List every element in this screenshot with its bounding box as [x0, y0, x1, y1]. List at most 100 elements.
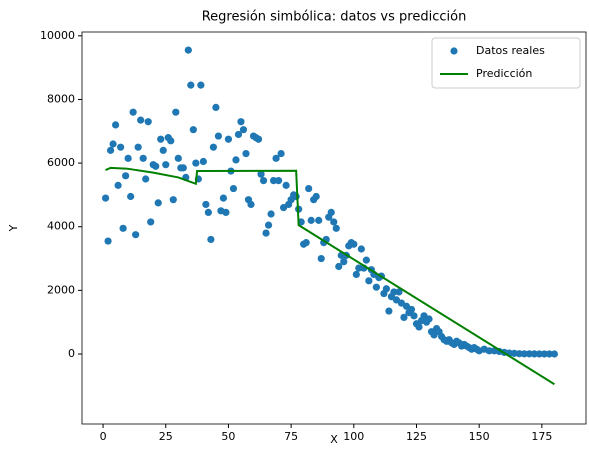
scatter-point	[232, 156, 240, 164]
scatter-point	[204, 208, 212, 217]
scatter-point	[199, 157, 207, 166]
scatter-point	[127, 192, 135, 201]
legend-box	[431, 37, 581, 89]
scatter-point	[395, 288, 403, 296]
scatter-point	[407, 305, 416, 314]
scatter-point	[106, 146, 115, 154]
scatter-point	[292, 192, 300, 201]
scatter-point	[122, 172, 130, 180]
scatter-point	[237, 118, 245, 126]
x-tick-label: 125	[406, 430, 427, 443]
scatter-point	[154, 199, 162, 207]
scatter-point	[207, 235, 215, 244]
scatter-point	[362, 256, 370, 264]
scatter-point	[259, 176, 268, 185]
scatter-point	[305, 184, 313, 193]
scatter-point	[197, 81, 205, 89]
scatter-point	[152, 162, 160, 170]
scatter-point	[169, 196, 177, 204]
scatter-point	[355, 264, 363, 272]
chart-title: Regresión simbólica: datos vs predicción	[202, 10, 467, 25]
x-tick-label: 75	[284, 430, 298, 443]
scatter-point	[372, 283, 380, 291]
scatter-point	[485, 347, 493, 355]
scatter-point	[157, 135, 165, 143]
scatter-point	[272, 154, 280, 162]
plot-frame	[81, 31, 587, 425]
scatter-point	[124, 154, 132, 162]
scatter-point	[147, 218, 155, 226]
x-tick-label: 100	[343, 430, 364, 443]
scatter-point	[535, 350, 543, 358]
y-tick-label: 0	[68, 347, 75, 360]
y-axis-label: Y	[7, 224, 20, 232]
scatter-point	[212, 103, 220, 112]
scatter-point	[174, 154, 182, 162]
scatter-point	[179, 164, 187, 172]
scatter-point	[350, 240, 358, 248]
scatter-point	[302, 239, 310, 247]
scatter-point	[277, 149, 285, 158]
y-tick-label: 8000	[47, 92, 75, 105]
scatter-point	[229, 184, 238, 193]
scatter-point	[132, 231, 140, 239]
scatter-point	[315, 216, 323, 224]
x-tick-label: 175	[531, 430, 552, 443]
scatter-series	[101, 46, 559, 358]
x-axis-label: X	[330, 433, 338, 446]
scatter-point	[550, 350, 559, 358]
scatter-point	[365, 277, 373, 285]
scatter-point	[515, 350, 523, 358]
scatter-point	[219, 194, 228, 202]
scatter-point	[267, 210, 275, 218]
y-tick-label: 6000	[47, 156, 75, 169]
scatter-point	[340, 258, 348, 266]
scatter-point	[134, 143, 142, 151]
y-tick-label: 4000	[47, 220, 75, 233]
scatter-point	[119, 224, 127, 232]
scatter-point	[209, 143, 217, 151]
scatter-point	[400, 313, 408, 322]
scatter-point	[530, 350, 538, 358]
scatter-point	[262, 229, 270, 237]
legend-label: Datos reales	[476, 44, 545, 57]
scatter-point	[129, 108, 137, 116]
scatter-point	[184, 46, 192, 54]
y-tick-label: 2000	[47, 283, 75, 296]
scatter-point	[540, 350, 548, 358]
scatter-point	[254, 135, 263, 143]
scatter-point	[162, 161, 170, 169]
scatter-point	[352, 270, 360, 279]
scatter-point	[382, 285, 391, 293]
scatter-point	[525, 350, 533, 358]
scatter-point	[317, 254, 325, 263]
scatter-point	[274, 176, 283, 185]
scatter-point	[214, 132, 223, 140]
legend-label: Predicción	[476, 67, 532, 80]
scatter-point	[112, 121, 120, 129]
x-tick-label: 0	[100, 430, 107, 443]
scatter-point	[222, 208, 230, 217]
scatter-point	[545, 350, 553, 358]
scatter-point	[332, 224, 340, 232]
x-tick-label: 150	[469, 430, 490, 443]
scatter-point	[189, 126, 197, 134]
scatter-point	[239, 126, 248, 134]
legend-swatch	[450, 47, 458, 55]
scatter-point	[117, 143, 125, 151]
scatter-point	[159, 146, 167, 154]
scatter-point	[224, 135, 233, 143]
scatter-point	[192, 159, 200, 167]
scatter-point	[142, 175, 150, 183]
scatter-point	[257, 170, 265, 178]
scatter-point	[410, 312, 418, 320]
line-series	[105, 166, 555, 386]
scatter-point	[247, 200, 255, 209]
x-tick-label: 25	[159, 430, 173, 443]
scatter-point	[114, 181, 122, 189]
scatter-point	[307, 216, 315, 224]
scatter-point	[385, 307, 393, 315]
scatter-point	[144, 118, 152, 126]
scatter-point	[187, 81, 195, 89]
